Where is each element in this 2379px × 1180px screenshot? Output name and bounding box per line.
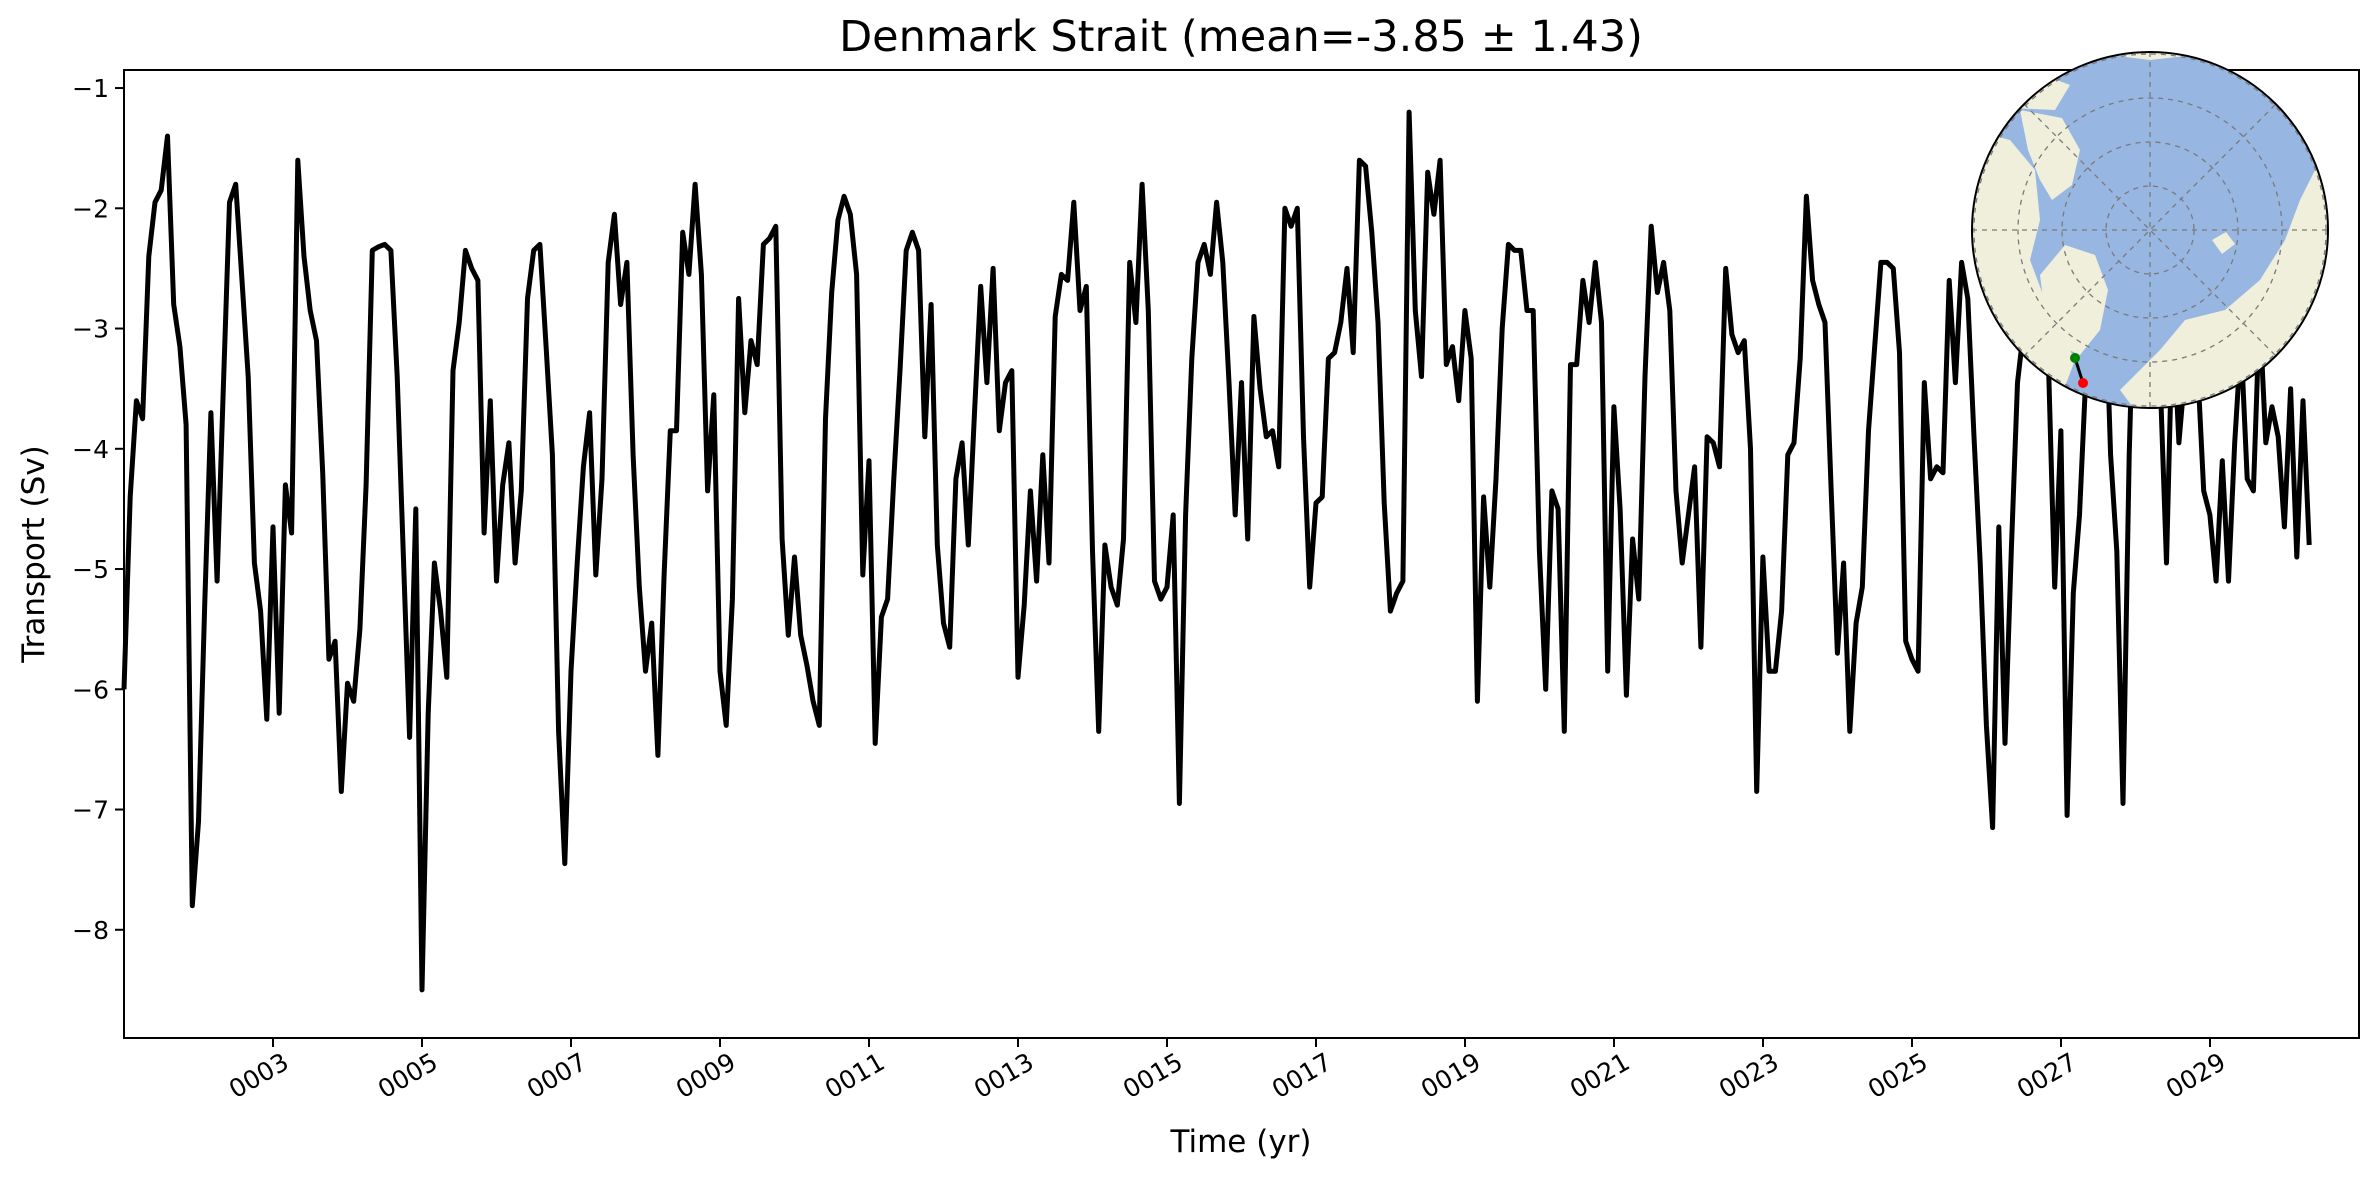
section-end-marker bbox=[2078, 378, 2088, 388]
graticule bbox=[1972, 52, 2328, 408]
land-canadian-archipelago bbox=[2020, 110, 2080, 200]
x-tick-label: 0025 bbox=[1863, 1047, 1933, 1104]
x-axis-label: Time (yr) bbox=[1170, 1124, 1312, 1160]
globe-border bbox=[1971, 51, 2329, 409]
y-tick-label: −2 bbox=[72, 194, 109, 223]
y-tick-label: −4 bbox=[72, 435, 109, 464]
y-tick-label: −8 bbox=[72, 916, 109, 945]
y-tick-label: −7 bbox=[72, 796, 109, 825]
x-tick-label: 0023 bbox=[1714, 1047, 1784, 1104]
y-axis: −8 −7 −6 −5 −4 −3 −2 −1 bbox=[72, 74, 124, 945]
y-tick-label: −6 bbox=[72, 675, 109, 704]
y-axis-label: Transport (Sv) bbox=[16, 445, 52, 664]
x-tick-label: 0017 bbox=[1267, 1047, 1337, 1104]
land-scandinavia bbox=[2180, 330, 2238, 408]
x-tick-label: 0027 bbox=[2012, 1047, 2082, 1104]
x-tick-label: 0029 bbox=[2161, 1047, 2231, 1104]
x-tick-label: 0009 bbox=[671, 1047, 741, 1104]
land-greenland bbox=[2040, 245, 2108, 355]
x-tick-label: 0015 bbox=[1118, 1047, 1188, 1104]
x-tick-label: 0019 bbox=[1416, 1047, 1486, 1104]
y-tick-label: −3 bbox=[72, 315, 109, 344]
x-tick-label: 0013 bbox=[969, 1047, 1039, 1104]
y-tick-label: −5 bbox=[72, 555, 109, 584]
y-tick-label: −1 bbox=[72, 74, 109, 103]
x-tick-label: 0005 bbox=[373, 1047, 443, 1104]
series-line-0 bbox=[121, 109, 2312, 993]
section-start-marker bbox=[2070, 353, 2080, 363]
x-tick-label: 0007 bbox=[522, 1047, 592, 1104]
x-tick-label: 0011 bbox=[820, 1047, 890, 1104]
x-axis: 0003 0005 0007 0009 0011 0013 0015 0017 0019 0021… bbox=[224, 1038, 2231, 1104]
land-svalbard bbox=[2212, 232, 2235, 254]
series-layer bbox=[121, 109, 2312, 993]
chart-title: Denmark Strait (mean=-3.85 ± 1.43) bbox=[839, 12, 1643, 62]
x-tick-label: 0021 bbox=[1565, 1047, 1635, 1104]
x-tick-label: 0003 bbox=[224, 1047, 294, 1104]
